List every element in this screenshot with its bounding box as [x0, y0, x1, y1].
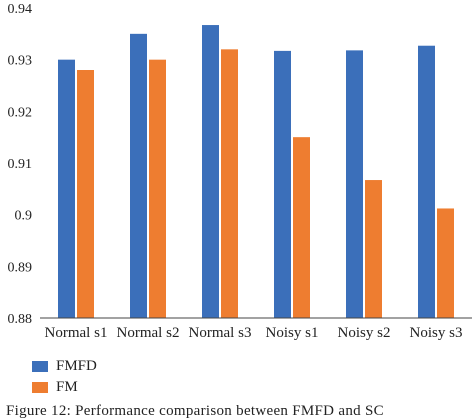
legend-label-fmfd: FMFD: [56, 358, 97, 374]
bars: [58, 25, 454, 319]
bar-chart: 0.880.890.90.910.920.930.94 Normal s1 Nor…: [8, 2, 472, 341]
bar-fm-noisy-s1: [293, 137, 310, 318]
bar-fm-normal-s3: [221, 49, 238, 318]
bar-fmfd-normal-s3: [202, 25, 219, 319]
x-tick-label: Noisy s2: [338, 325, 391, 341]
y-tick-label: 0.94: [8, 2, 33, 17]
bar-fmfd-normal-s2: [130, 33, 147, 318]
legend-item-fmfd: FMFD: [32, 356, 97, 377]
bar-fmfd-noisy-s3: [418, 45, 435, 318]
bar-fm-normal-s1: [77, 70, 94, 318]
bar-fm-normal-s2: [149, 59, 166, 319]
y-tick-label: 0.89: [8, 260, 33, 275]
y-tick-label: 0.91: [8, 157, 33, 172]
y-tick-label: 0.88: [8, 312, 33, 327]
x-tick-label: Noisy s3: [410, 325, 463, 341]
legend-label-fm: FM: [56, 379, 78, 395]
bar-fmfd-noisy-s1: [274, 50, 291, 319]
x-tick-label: Noisy s1: [266, 325, 319, 341]
bar-fm-noisy-s3: [437, 208, 454, 318]
x-tick-label: Normal s2: [117, 325, 180, 341]
x-tick-label: Normal s3: [189, 325, 252, 341]
legend: FMFD FM: [32, 356, 97, 398]
y-tick-label: 0.9: [15, 209, 33, 224]
y-axis: 0.88 0.89 0.9 0.91 0.92 0.93 0.94: [8, 2, 33, 327]
figure-caption: Figure 12: Performance comparison betwee…: [6, 403, 384, 419]
y-tick-label: 0.92: [8, 105, 33, 120]
legend-swatch-fm: [32, 382, 48, 393]
x-axis-labels: Normal s1 Normal s2 Normal s3 Noisy s1 Noisy…: [45, 325, 463, 341]
bar-fmfd-noisy-s2: [346, 50, 363, 318]
x-tick-label: Normal s1: [45, 325, 108, 341]
legend-item-fm: FM: [32, 377, 97, 398]
y-tick-label: 0.93: [8, 54, 33, 69]
legend-swatch-fmfd: [32, 361, 48, 372]
bar-fm-noisy-s2: [365, 180, 382, 318]
bar-fmfd-normal-s1: [58, 59, 75, 319]
